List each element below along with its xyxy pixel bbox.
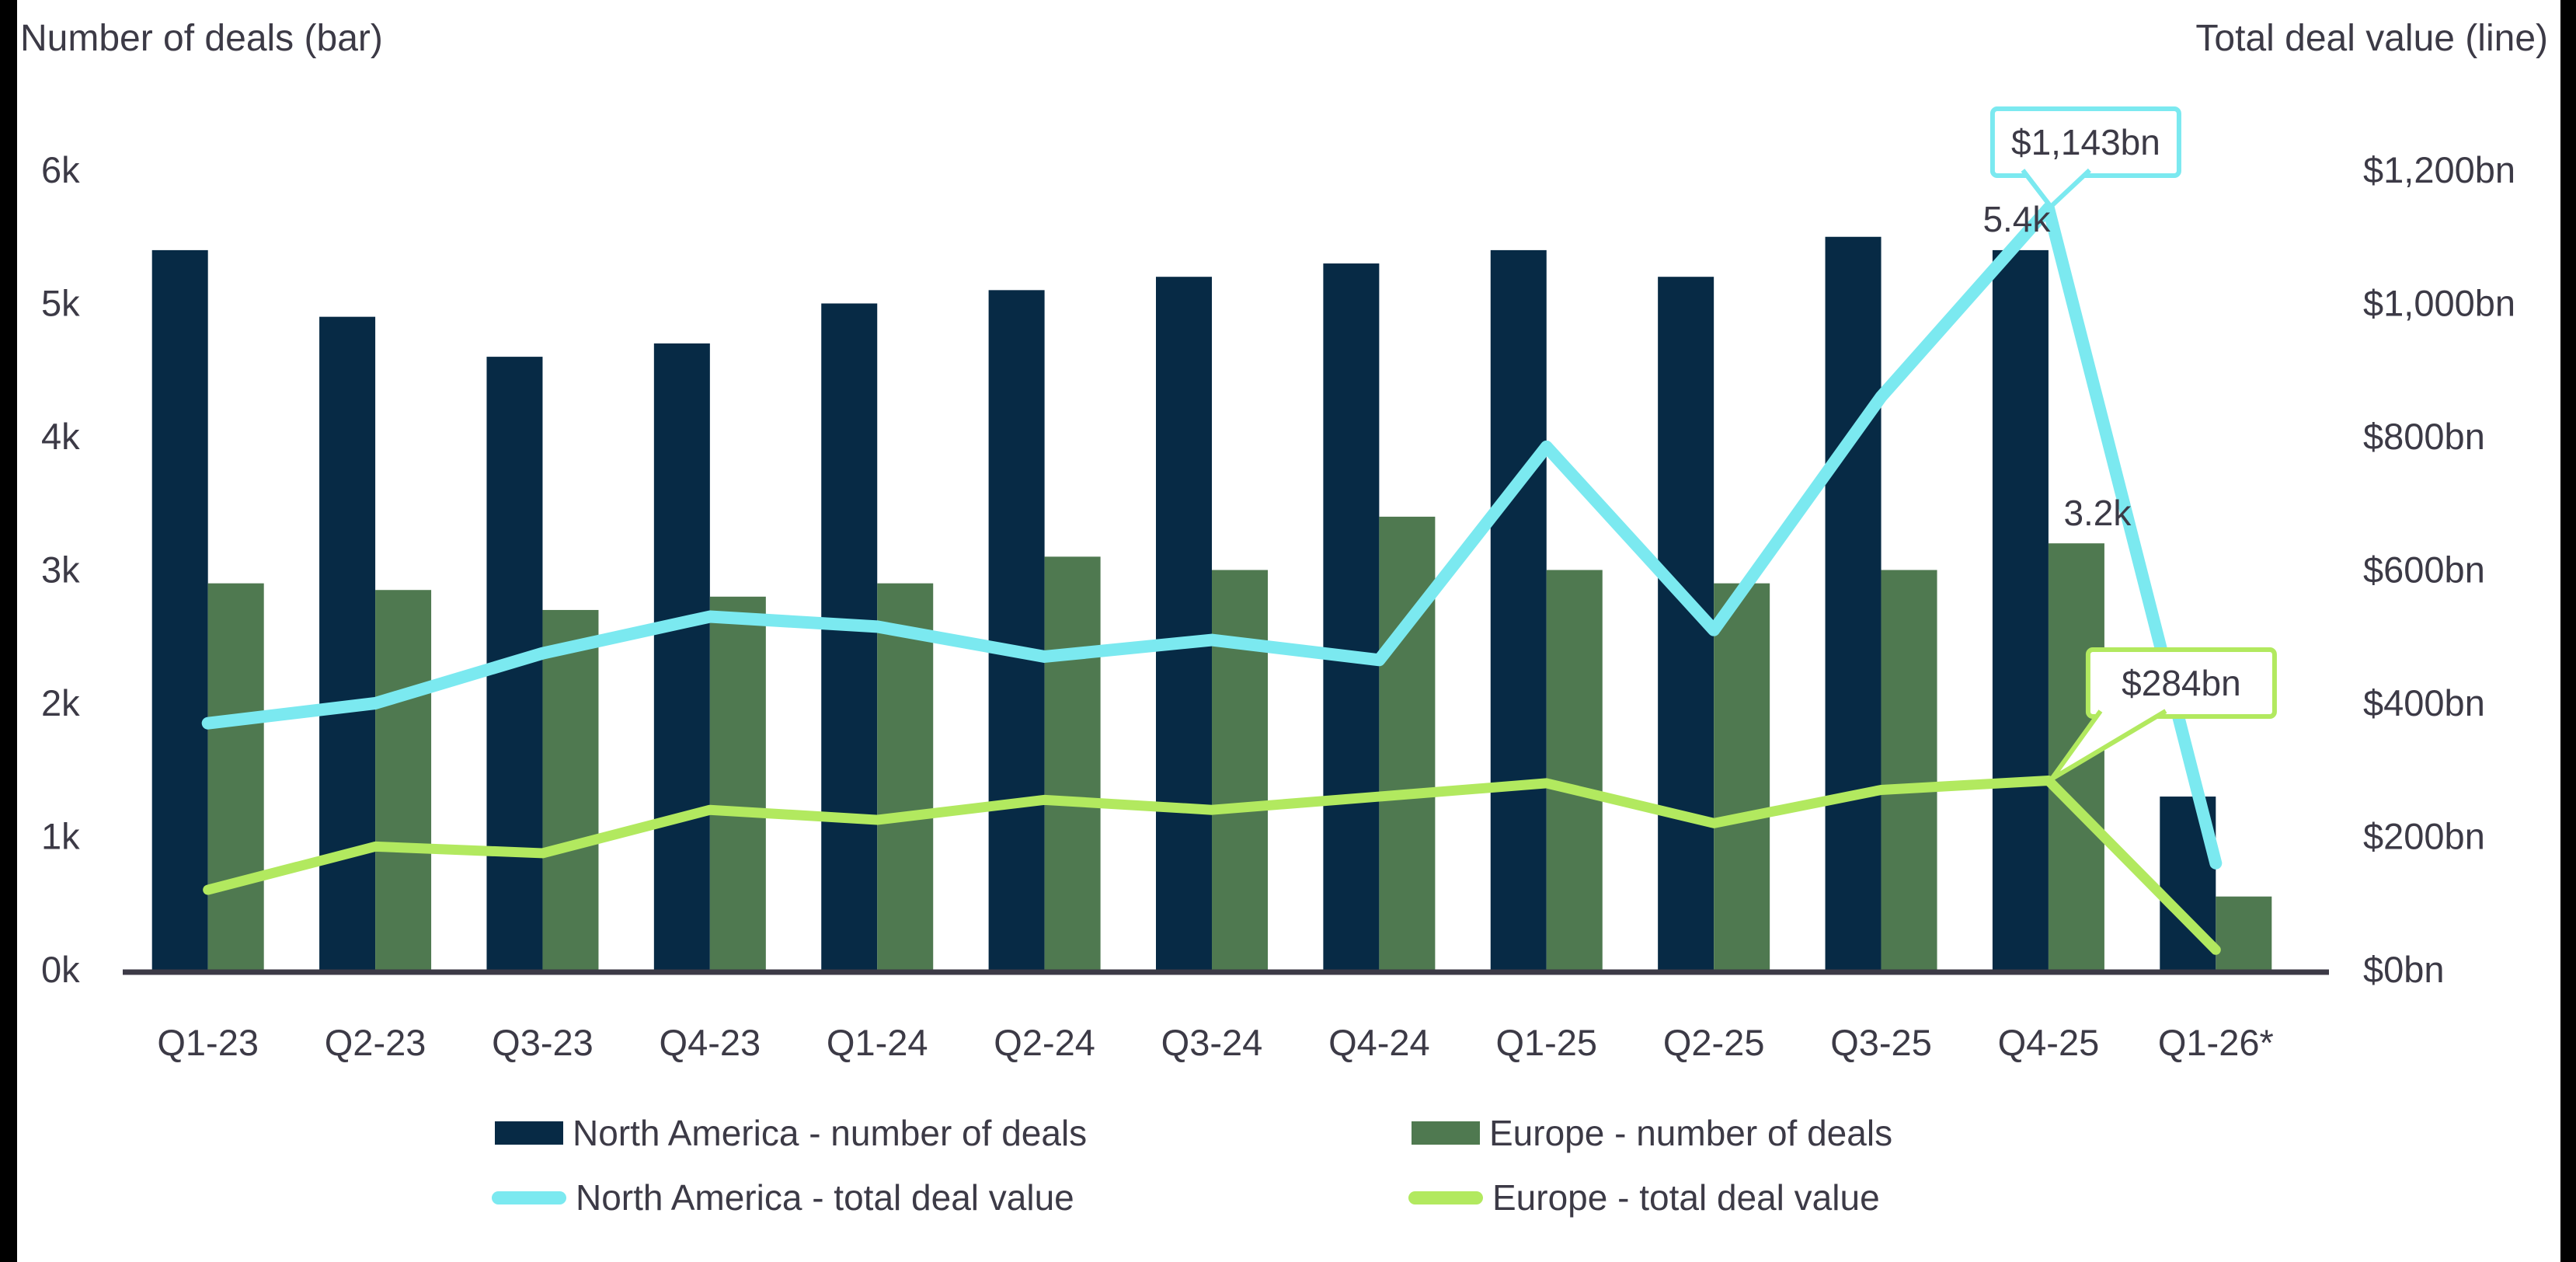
left-axis-tick-label: 1k bbox=[41, 816, 80, 857]
europe-deals-bar bbox=[1546, 570, 1603, 970]
x-axis-label: Q1-23 bbox=[157, 1022, 259, 1063]
legend-label: Europe - number of deals bbox=[1489, 1113, 1893, 1153]
north-america-deals-bar bbox=[1323, 263, 1380, 970]
x-axis-label: Q1-26* bbox=[2158, 1022, 2274, 1063]
north-america-deals-bar bbox=[1156, 277, 1212, 970]
europe-deals-bar bbox=[1881, 570, 1937, 970]
legend-item-eu-value: Europe - total deal value bbox=[1408, 1177, 1880, 1218]
europe-deals-bar bbox=[1212, 570, 1268, 970]
north-america-deals-bar bbox=[1825, 236, 1882, 970]
europe-deals-bar bbox=[1714, 583, 1770, 970]
right-axis-tick-label: $200bn bbox=[2363, 816, 2485, 857]
legend-item-na-value: North America - total deal value bbox=[492, 1177, 1074, 1218]
left-axis-tick-label: 4k bbox=[41, 416, 80, 457]
bar-value-label: 3.2k bbox=[2063, 493, 2132, 533]
callout-tail bbox=[2049, 709, 2167, 782]
right-axis-tick-label: $1,000bn bbox=[2363, 283, 2515, 324]
legend-label: North America - number of deals bbox=[573, 1113, 1088, 1153]
north-america-value-line bbox=[201, 201, 2223, 870]
north-america-deals-bar bbox=[988, 290, 1045, 971]
legend-label: Europe - total deal value bbox=[1492, 1177, 1880, 1218]
right-axis-tick-label: $0bn bbox=[2363, 949, 2445, 990]
callout-text: $284bn bbox=[2122, 663, 2241, 703]
callout-box bbox=[2085, 647, 2277, 719]
right-axis-tick-label: $400bn bbox=[2363, 682, 2485, 723]
x-axis-label: Q3-24 bbox=[1161, 1022, 1263, 1063]
legend-item-eu-deals: Europe - number of deals bbox=[1412, 1112, 1892, 1154]
x-axis-label: Q4-25 bbox=[1998, 1022, 2100, 1063]
x-axis-label: Q2-25 bbox=[1663, 1022, 1765, 1063]
europe-deals-bar bbox=[877, 583, 934, 970]
left-edge-strip bbox=[0, 0, 17, 1262]
europe-value-line bbox=[203, 775, 2221, 955]
north-america-deals-bar bbox=[1490, 249, 1547, 970]
europe-deals-bar bbox=[709, 596, 766, 970]
x-axis-label: Q4-23 bbox=[660, 1022, 761, 1063]
right-axis-tick-label: $600bn bbox=[2363, 549, 2485, 591]
left-axis-title: Number of deals (bar) bbox=[20, 18, 383, 59]
right-axis-title: Total deal value (line) bbox=[2195, 18, 2548, 59]
europe-deals-bar bbox=[1379, 516, 1436, 970]
north-america-deals-bar bbox=[653, 343, 710, 970]
x-axis-label: Q3-25 bbox=[1830, 1022, 1932, 1063]
x-axis-label: Q1-24 bbox=[827, 1022, 928, 1063]
callout-tail bbox=[2021, 168, 2091, 209]
left-axis-tick-label: 5k bbox=[41, 283, 80, 324]
left-axis-tick-label: 3k bbox=[41, 549, 80, 591]
left-axis-tick-label: 6k bbox=[41, 149, 80, 190]
left-axis-tick-label: 0k bbox=[41, 949, 80, 990]
europe-deals-bar bbox=[542, 609, 599, 970]
eu-value-line-swatch bbox=[1408, 1191, 1483, 1204]
europe-deals-bar bbox=[375, 590, 432, 970]
legend-label: North America - total deal value bbox=[576, 1177, 1074, 1218]
europe-deals-bar bbox=[1044, 556, 1101, 970]
europe-deals-bar bbox=[2216, 896, 2272, 970]
right-edge-strip bbox=[2560, 0, 2576, 1262]
right-axis-tick-label: $800bn bbox=[2363, 416, 2485, 457]
europe-deals-bar bbox=[207, 583, 264, 970]
callout-text: $1,143bn bbox=[2011, 122, 2160, 162]
right-axis-tick-label: $1,200bn bbox=[2363, 149, 2515, 190]
left-axis-tick-label: 2k bbox=[41, 682, 80, 723]
x-axis-label: Q4-24 bbox=[1328, 1022, 1430, 1063]
x-axis-label: Q2-23 bbox=[325, 1022, 426, 1063]
na-deals-bar-swatch bbox=[495, 1121, 563, 1145]
x-axis-label: Q1-25 bbox=[1495, 1022, 1597, 1063]
legend-item-na-deals: North America - number of deals bbox=[495, 1112, 1087, 1154]
north-america-deals-bar bbox=[821, 303, 878, 970]
eu-deals-bar-swatch bbox=[1412, 1121, 1480, 1145]
x-axis-label: Q2-24 bbox=[994, 1022, 1095, 1063]
north-america-deals-bar bbox=[151, 249, 208, 970]
north-america-deals-bar bbox=[1992, 249, 2049, 970]
na-value-line-swatch bbox=[492, 1191, 566, 1204]
north-america-deals-bar bbox=[319, 316, 376, 970]
bar-value-label: 5.4k bbox=[1982, 199, 2051, 239]
x-axis-label: Q3-23 bbox=[492, 1022, 594, 1063]
